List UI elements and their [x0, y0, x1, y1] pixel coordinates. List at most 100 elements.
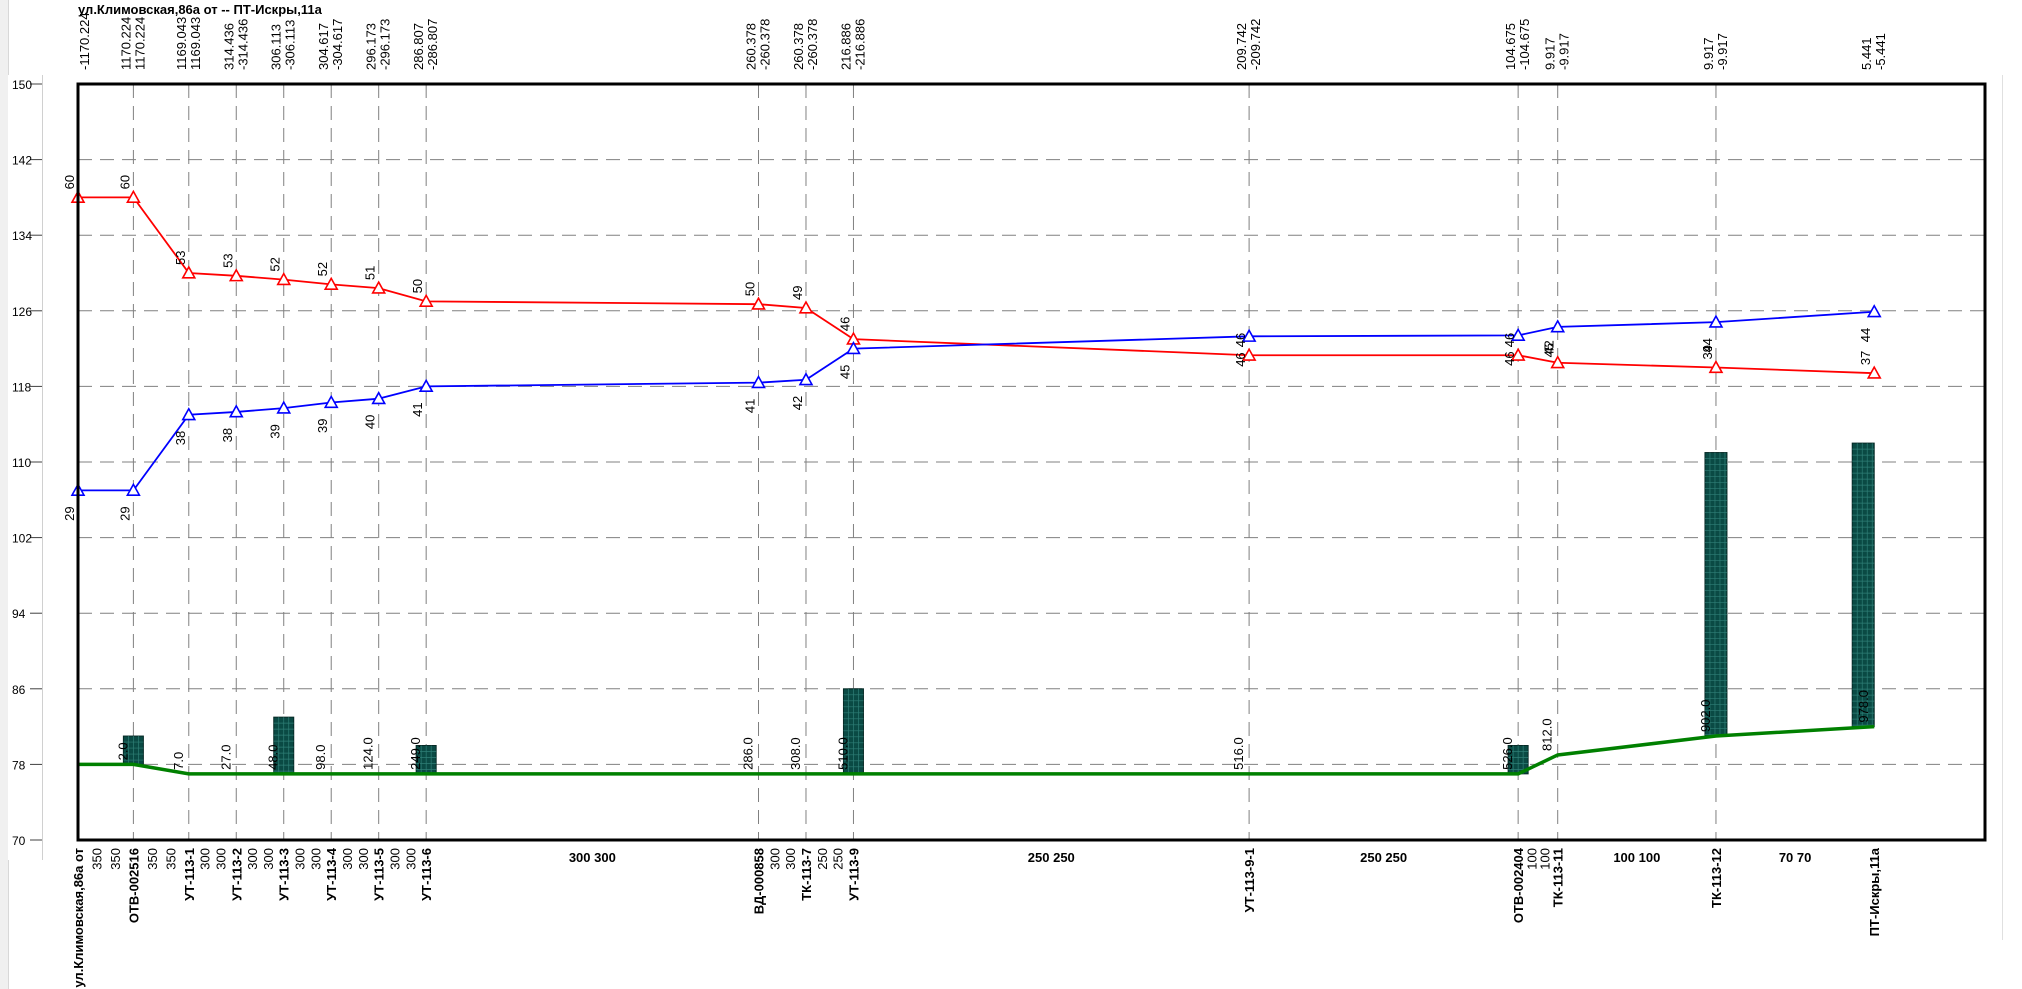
ground-value-label: 98.0: [313, 745, 328, 770]
return-value-label: 29: [117, 506, 132, 520]
ground-value-label: 812.0: [1540, 718, 1555, 751]
return-value-label: 38: [173, 431, 188, 445]
segment-length-label: 250: [831, 848, 846, 870]
ground-value-label: 902.0: [1698, 700, 1713, 733]
supply-value-label: 39: [1700, 345, 1715, 359]
segment-length-label: 350: [89, 848, 104, 870]
return-value-label: 45: [1542, 343, 1557, 357]
top-label-flow-neg: -286.807: [425, 19, 440, 70]
return-marker: [276, 400, 292, 414]
return-value-label: 41: [410, 402, 425, 416]
node-name-label: ВД-000858: [752, 848, 767, 914]
vertical-scrollbar[interactable]: [2002, 75, 2022, 940]
top-label-flow-neg: -296.173: [378, 19, 393, 70]
y-tick-label: 134: [12, 229, 32, 243]
segment-length-label: 350: [108, 848, 123, 870]
node-name-label: ОТВ-002516: [126, 848, 141, 923]
y-tick-label: 86: [12, 683, 26, 697]
node-name-label: ОТВ-002404: [1511, 847, 1526, 923]
y-tick-label: 150: [12, 78, 32, 92]
supply-value-label: 60: [117, 175, 132, 189]
supply-value-label: 60: [62, 175, 77, 189]
bar-layer: [122, 442, 1875, 775]
segment-length-label: 300: [213, 848, 228, 870]
y-tick-label: 142: [12, 154, 32, 168]
return-marker: [323, 394, 339, 409]
return-marker: [751, 374, 766, 389]
return-marker: [798, 372, 814, 386]
top-label-flow: 9.917: [1701, 37, 1716, 70]
plot-frame: [76, 82, 1987, 842]
segment-length-label: 300: [245, 848, 260, 870]
top-label-flow: 9.917: [1543, 37, 1558, 70]
y-axis-panel: [8, 75, 43, 860]
top-label-flow-neg: -9.917: [1557, 33, 1572, 70]
ground-value-label: 526.0: [1500, 737, 1515, 770]
supply-marker: [371, 280, 387, 294]
supply-marker: [276, 271, 292, 286]
ground-value-label: 2.0: [115, 742, 130, 760]
supply-marker: [751, 296, 766, 310]
supply-value-label: 46: [1502, 333, 1517, 347]
node-name-label: ТК-113-11: [1551, 848, 1566, 907]
ground-value-label: 286.0: [741, 737, 756, 770]
supply-marker: [1241, 347, 1257, 361]
segment-length-label: 350: [163, 848, 178, 870]
supply-marker: [1866, 365, 1882, 379]
node-name-label: УТ-113-4: [324, 847, 339, 901]
supply-marker: [798, 300, 814, 314]
return-value-label: 44: [1858, 328, 1873, 342]
pipe-bar: [1851, 442, 1875, 728]
supply-value-label: 46: [1233, 333, 1248, 347]
segment-length-label: 100: [1524, 848, 1539, 870]
ground-value-label: 27.0: [218, 745, 233, 770]
return-marker: [371, 391, 387, 405]
top-label-flow: 260.378: [744, 23, 759, 70]
segment-length-label: 300 300: [569, 850, 616, 865]
top-label-flow: 1170.224: [118, 17, 133, 70]
top-label-flow-neg: -5.441: [1873, 33, 1888, 70]
supply-value-label: 49: [790, 285, 805, 299]
return-value-label: 38: [220, 428, 235, 442]
ground-value-label: 249.0: [408, 737, 423, 770]
supply-marker: [1708, 359, 1724, 374]
return-marker: [1550, 319, 1566, 333]
segment-length-label: 300: [261, 848, 276, 870]
grid-layer: 150 142 134 126 118 110 102 94 86 78 70: [12, 78, 1985, 848]
top-label-flow-neg: -314.436: [235, 19, 250, 70]
node-name-label: УТ-113-9-1: [1242, 848, 1257, 912]
y-tick-label: 118: [12, 380, 31, 394]
return-value-label: 46: [1233, 352, 1248, 366]
label-layer: -1170.224 ул.Климовская,86а от 1170.224 117…: [62, 12, 1888, 987]
ground-value-label: 124.0: [361, 737, 376, 770]
supply-value-label: 46: [837, 317, 852, 331]
segment-length-label: 300: [308, 848, 323, 870]
ground-value-label: 7.0: [171, 752, 186, 770]
top-label-flow: 1169.043: [174, 17, 189, 70]
y-tick-label: 102: [12, 532, 32, 546]
segment-length-label: 100: [1538, 848, 1553, 870]
top-label-flow: 314.436: [221, 23, 236, 70]
ground-line: [78, 724, 1875, 776]
segment-length-label: 300: [783, 848, 798, 870]
y-tick-label: 78: [12, 758, 26, 772]
return-value-label: 42: [790, 396, 805, 410]
segment-length-label: 300: [388, 848, 403, 870]
node-name-label: ул.Климовская,86а от: [71, 848, 86, 988]
supply-value-label: 50: [410, 279, 425, 293]
return-value-label: 40: [363, 415, 378, 429]
return-value-label: 29: [62, 506, 77, 520]
supply-marker: [323, 276, 339, 290]
return-pressure-line: [78, 310, 1875, 492]
node-name-label: ТК-113-7: [799, 848, 814, 901]
node-name-label: УТ-113-6: [419, 848, 434, 901]
top-label-flow: 216.886: [838, 23, 853, 70]
ground-value-label: 510.0: [835, 737, 850, 770]
supply-value-label: 42: [1542, 340, 1557, 354]
y-tick-label: 126: [12, 305, 32, 319]
y-tick-label: 110: [12, 456, 31, 470]
return-value-label: 46: [1502, 351, 1517, 365]
ground-value-label: 308.0: [788, 737, 803, 770]
supply-value-label: 53: [220, 253, 235, 267]
node-name-label: УТ-113-2: [229, 848, 244, 901]
